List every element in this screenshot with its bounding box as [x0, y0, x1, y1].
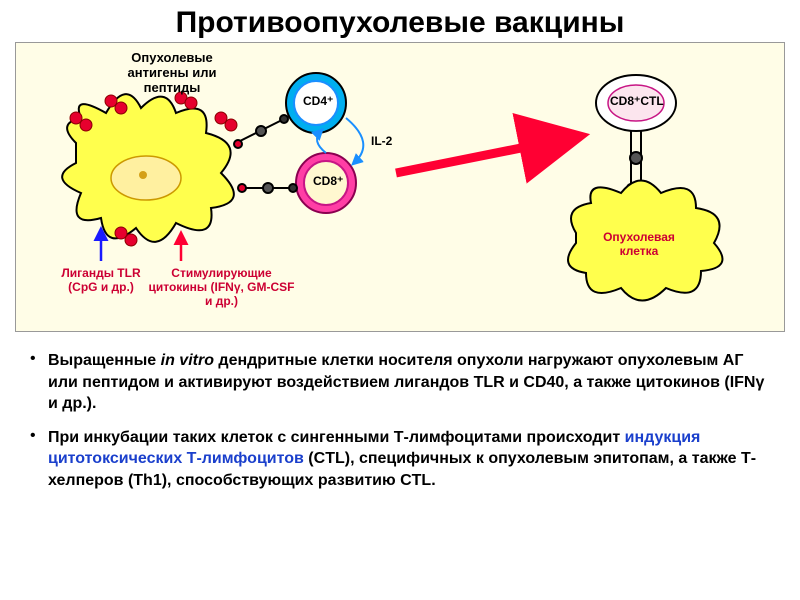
bullet-mark-icon: •	[30, 350, 48, 415]
bullet-1-text: Выращенные in vitro дендритные клетки но…	[48, 350, 770, 415]
label-tlr: Лиганды TLR (CpG и др.)	[51, 267, 151, 295]
label-cd8ctl: CD8⁺CTL	[610, 95, 664, 109]
bullet-list: • Выращенные in vitro дендритные клетки …	[0, 332, 800, 504]
bullet-mark-icon: •	[30, 427, 48, 492]
label-il2: IL-2	[371, 135, 392, 149]
slide-title: Противоопухолевые вакцины	[0, 0, 800, 42]
label-cytokines: Стимулирующие цитокины (IFNγ, GM-CSF и д…	[144, 267, 299, 308]
bullet-1: • Выращенные in vitro дендритные клетки …	[30, 350, 770, 415]
diagram: Опухолевые антигены или пептиды CD4⁺ CD8…	[15, 42, 785, 332]
dendritic-nucleus	[111, 156, 181, 200]
label-tumor-cell: Опухолевая клетка	[594, 231, 684, 259]
il2-arrow-up	[317, 131, 326, 153]
mhc-connector-bot	[238, 183, 297, 193]
label-antigens: Опухолевые антигены или пептиды	[112, 51, 232, 96]
mhc-connector-top	[234, 115, 288, 148]
activation-arrow	[396, 143, 546, 173]
label-cd8: CD8⁺	[313, 175, 343, 189]
il2-arrow-down	[346, 118, 363, 163]
bullet-2-text: При инкубации таких клеток с сингенными …	[48, 427, 770, 492]
label-cd4: CD4⁺	[303, 95, 333, 109]
bullet-2: • При инкубации таких клеток с сингенным…	[30, 427, 770, 492]
